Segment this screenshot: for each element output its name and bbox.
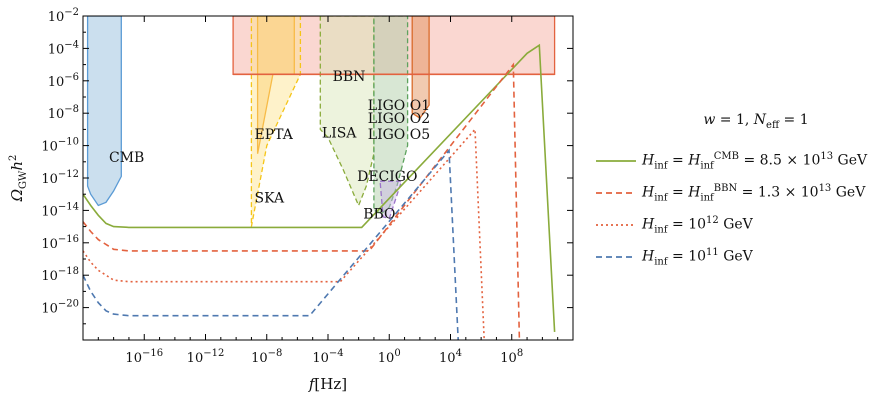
y-tick-label: 10−4 (48, 39, 79, 57)
label-epta: EPTA (255, 127, 294, 143)
y-tick-label: 10−20 (41, 299, 79, 317)
legend-item: Hinf = HinfBBN = 1.3 × 1013 GeV (596, 177, 876, 209)
y-tick-label: 10−8 (48, 104, 79, 122)
label-bbo: BBO (363, 207, 395, 223)
label-ligo-o1: LIGO O1 (368, 98, 430, 114)
x-axis-label: f[Hz] (308, 375, 347, 393)
label-decigo: DECIGO (357, 169, 417, 185)
y-tick-label: 10−16 (41, 234, 79, 252)
legend-rows: Hinf = HinfCMB = 8.5 × 1013 GeV Hinf = Hi… (596, 145, 876, 273)
legend-label: Hinf = 1012 GeV (642, 214, 753, 236)
y-tick-label: 10−2 (48, 7, 79, 25)
label-bbn: BBN (333, 69, 366, 85)
legend-swatch (596, 159, 636, 162)
series-line-1 (83, 43, 556, 332)
y-tick-label: 10−10 (41, 137, 79, 155)
x-tick-label: 10−4 (312, 348, 343, 366)
x-tick-label: 104 (439, 348, 462, 366)
x-tick-label: 10−8 (251, 348, 282, 366)
y-tick-label: 10−18 (41, 266, 79, 284)
series-line-4 (83, 148, 459, 340)
legend-label: Hinf = 1011 GeV (642, 246, 753, 268)
x-tick-label: 100 (378, 348, 401, 366)
x-tick-label: 10−12 (187, 348, 225, 366)
legend-item: Hinf = 1011 GeV (596, 241, 876, 273)
legend: w = 1, Neff = 1 Hinf = HinfCMB = 8.5 × 1… (596, 112, 876, 273)
region-cmb (86, 16, 122, 207)
series-line-2 (83, 62, 521, 340)
x-tick-label: 10−16 (125, 348, 163, 366)
legend-item: Hinf = HinfCMB = 8.5 × 1013 GeV (596, 145, 876, 177)
legend-item: Hinf = 1012 GeV (596, 209, 876, 241)
label-cmb: CMB (109, 150, 144, 166)
region-ligo-o1 (411, 16, 430, 119)
axis-ticks: 10−16 10−12 10−8 10−4 100 104 108 10−2 10−4 10−6 1… (41, 7, 574, 366)
y-tick-label: 10−6 (48, 72, 79, 90)
legend-label: Hinf = HinfCMB = 8.5 × 1013 GeV (642, 150, 868, 172)
series-line-3 (83, 127, 485, 340)
y-tick-label: 10−14 (41, 201, 79, 219)
legend-swatch (596, 191, 636, 194)
legend-title: w = 1, Neff = 1 (703, 112, 809, 131)
label-ligo-o5: LIGO O5 (368, 127, 430, 143)
x-tick-label: 108 (500, 348, 523, 366)
detector-regions (86, 16, 556, 227)
series-lines (83, 43, 556, 340)
legend-label: Hinf = HinfBBN = 1.3 × 1013 GeV (642, 182, 866, 204)
label-lisa: LISA (322, 126, 357, 142)
legend-swatch (596, 255, 636, 258)
label-ligo-o2: LIGO O2 (368, 111, 430, 127)
y-tick-label: 10−12 (41, 169, 79, 187)
label-ska: SKA (255, 190, 285, 206)
region-decigo (373, 16, 409, 215)
legend-swatch (596, 223, 636, 226)
y-axis-label: ΩGWh2 (8, 155, 29, 203)
